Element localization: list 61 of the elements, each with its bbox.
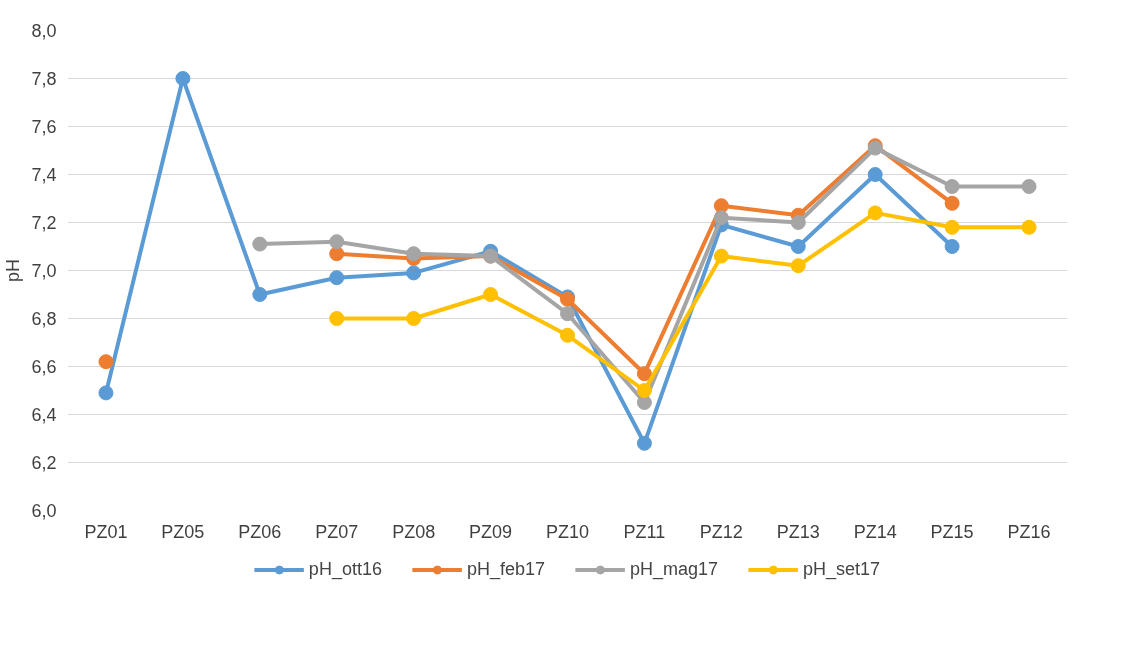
legend-label: pH_mag17 — [630, 558, 719, 580]
point — [790, 215, 806, 230]
y-tick-label: 7,8 — [31, 69, 57, 89]
point — [1021, 219, 1037, 235]
point — [175, 71, 191, 86]
point — [1021, 179, 1037, 194]
legend-label: pH_ott16 — [308, 558, 382, 580]
y-tick-label: 6,8 — [31, 309, 57, 329]
point — [252, 236, 268, 252]
point — [98, 385, 114, 401]
point — [867, 205, 883, 221]
point — [944, 195, 960, 211]
x-tick-label: PZ14 — [853, 521, 897, 542]
point — [560, 327, 575, 343]
point — [944, 239, 960, 254]
x-tick-label: PZ06 — [238, 521, 282, 542]
x-tick-label: PZ01 — [84, 521, 128, 542]
y-tick-label: 6,2 — [31, 453, 57, 473]
x-tick-label: PZ05 — [161, 521, 205, 542]
point — [867, 167, 883, 182]
x-tick-label: PZ13 — [776, 521, 820, 542]
point — [944, 179, 960, 194]
point — [636, 383, 652, 398]
point — [636, 395, 652, 410]
point — [329, 234, 345, 250]
point — [790, 239, 806, 254]
point — [406, 246, 422, 262]
point — [252, 287, 268, 302]
point — [790, 258, 806, 274]
x-tick-label: PZ11 — [623, 521, 666, 542]
y-tick-label: 7,4 — [31, 165, 57, 185]
y-tick-label: 7,2 — [31, 213, 57, 233]
point — [944, 219, 960, 235]
point — [329, 246, 345, 262]
x-tick-label: PZ15 — [930, 521, 974, 542]
point — [329, 311, 345, 326]
y-axis-title: pH — [3, 258, 24, 282]
point — [483, 287, 499, 302]
point — [406, 311, 422, 326]
point — [636, 435, 652, 451]
point — [406, 265, 422, 281]
point — [713, 210, 729, 226]
y-tick-label: 6,0 — [31, 501, 57, 521]
x-tick-label: PZ07 — [315, 521, 359, 542]
point — [636, 366, 652, 382]
point — [713, 248, 729, 264]
x-tick-label: PZ08 — [392, 521, 436, 542]
legend-label: pH_set17 — [803, 558, 881, 580]
point — [98, 354, 114, 370]
y-tick-label: 6,4 — [31, 405, 57, 425]
y-tick-label: 7,0 — [31, 261, 57, 281]
y-tick-label: 8,0 — [31, 21, 57, 41]
x-tick-label: PZ16 — [1007, 521, 1051, 542]
legend-label: pH_feb17 — [466, 558, 546, 580]
y-tick-label: 6,6 — [31, 357, 57, 377]
point — [560, 306, 575, 322]
x-tick-label: PZ09 — [469, 521, 513, 542]
point — [329, 270, 345, 286]
y-tick-label: 7,6 — [31, 117, 57, 137]
x-tick-label: PZ10 — [545, 521, 590, 542]
x-tick-label: PZ12 — [699, 521, 743, 542]
